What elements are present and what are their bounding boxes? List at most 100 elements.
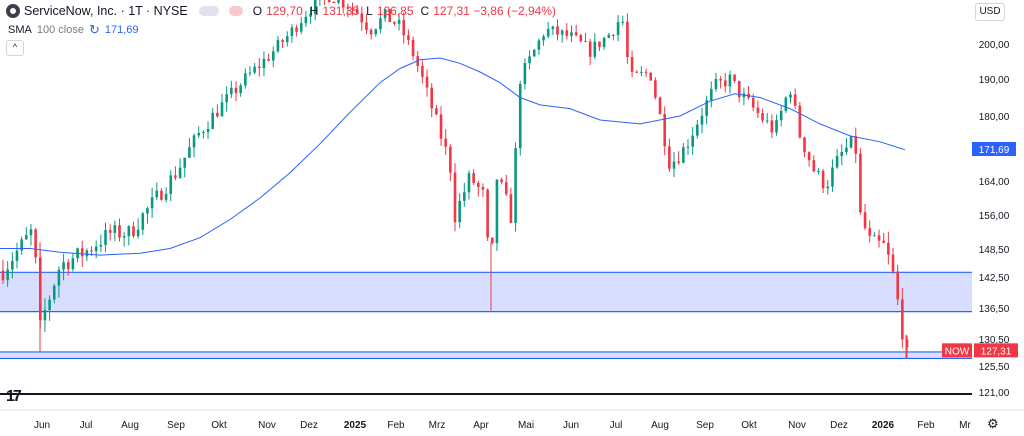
candle-body	[495, 179, 499, 244]
symbol-header: ServiceNow, Inc. · 1T · NYSE O 129,70 H 13…	[6, 4, 556, 18]
candle-body	[807, 152, 811, 161]
candle-body	[341, 0, 345, 8]
candle-body	[360, 13, 364, 23]
high-value: 131,35	[322, 4, 360, 18]
refresh-icon[interactable]: ↻	[88, 22, 100, 37]
symbol-tag	[942, 343, 972, 358]
currency-selector[interactable]: USD	[975, 3, 1005, 21]
time-tick-label: Nov	[258, 420, 276, 431]
candle-body	[723, 80, 727, 87]
symbol-title[interactable]: ServiceNow, Inc. · 1T · NYSE	[24, 4, 188, 18]
candle-body	[313, 0, 317, 14]
candle-body	[94, 246, 98, 252]
tradingview-logo-icon[interactable]: 17	[6, 388, 22, 405]
time-tick-label: Dez	[300, 420, 318, 431]
collapse-legend-button[interactable]: ^	[6, 40, 24, 56]
candle-body	[383, 9, 387, 19]
candle-body	[24, 235, 28, 240]
candle-body	[253, 66, 256, 73]
candle-body	[402, 19, 406, 36]
candle-body	[136, 229, 140, 237]
candle-body	[476, 183, 480, 187]
candle-body	[169, 175, 173, 194]
candle-body	[849, 136, 853, 148]
low-value: 126,85	[376, 4, 414, 18]
candle-body	[374, 29, 378, 35]
candle-body	[789, 94, 792, 98]
candle-body	[99, 244, 103, 247]
support-zone[interactable]	[0, 351, 972, 359]
candle-body	[467, 173, 471, 193]
time-tick-label: Jun	[563, 420, 579, 431]
candle-body	[425, 76, 429, 88]
candle-body	[518, 84, 522, 149]
candle-body	[868, 228, 872, 236]
time-tick-label: Okt	[211, 420, 227, 431]
support-zone[interactable]	[0, 272, 972, 312]
candle-body	[146, 208, 149, 214]
candle-body	[793, 94, 797, 106]
candle-body	[225, 94, 228, 103]
settings-gear-icon[interactable]: ⚙	[987, 416, 999, 431]
candle-body	[15, 250, 19, 261]
candle-body	[845, 147, 848, 153]
candle-body	[565, 30, 569, 36]
time-tick-label: Feb	[387, 420, 405, 431]
candle-body	[43, 310, 47, 321]
price-axis[interactable]: 200,00 190,00 180,00 171,69 164,00 156,00 148,…	[942, 40, 1018, 399]
time-tick-label: Dez	[830, 420, 848, 431]
candle-body	[593, 41, 597, 57]
candle-body	[765, 120, 769, 122]
candle-body	[397, 19, 401, 24]
candle-body	[831, 167, 834, 187]
candle-body	[34, 229, 37, 258]
indicator-legend[interactable]: SMA 100 close ↻ 171,69	[8, 22, 139, 38]
candle-body	[700, 115, 704, 125]
candle-body	[663, 114, 666, 147]
time-axis[interactable]: Jun Jul Aug Sep Okt Nov Dez 2025 Feb Mrz Apr Mai Jun…	[34, 420, 972, 431]
candle-body	[309, 13, 312, 17]
candle-body	[421, 65, 424, 77]
candle-body	[537, 40, 541, 50]
candle-body	[835, 155, 839, 168]
candle-body	[859, 153, 862, 213]
time-tick-label: 2025	[344, 420, 367, 431]
candle-body	[635, 71, 639, 73]
candle-body	[132, 226, 135, 237]
time-tick-label: Mr	[959, 420, 971, 431]
candle-body	[29, 229, 33, 236]
candle-body	[509, 194, 513, 223]
candle-body	[873, 235, 876, 237]
candle-body	[854, 136, 858, 154]
last-price-label: 127,31	[981, 346, 1012, 357]
candle-body	[560, 30, 564, 35]
market-status-icon	[198, 6, 219, 16]
price-tick-label: 200,00	[979, 40, 1010, 51]
price-tick-label: 190,00	[979, 75, 1010, 86]
last-price-tag	[974, 343, 1018, 358]
candle-body	[654, 80, 657, 98]
time-tick-label: Apr	[473, 420, 489, 431]
candle-body	[6, 269, 9, 281]
data-delay-icon	[228, 6, 243, 16]
candle-body	[379, 18, 382, 30]
candle-body	[621, 21, 625, 23]
time-tick-label: Aug	[651, 420, 669, 431]
candle-body	[630, 57, 634, 72]
candle-body	[546, 29, 550, 37]
candle-body	[248, 72, 252, 74]
candle-body	[458, 200, 461, 223]
candle-body	[705, 100, 708, 116]
candle-body	[714, 78, 718, 89]
candle-body	[174, 175, 177, 178]
candle-body	[1, 270, 5, 281]
price-tick-label: 142,50	[979, 273, 1010, 284]
sma-line	[0, 57, 906, 256]
candle-body	[234, 87, 238, 93]
candle-body	[891, 254, 895, 272]
sma-price-label: 171,69	[979, 145, 1010, 156]
candle-body	[52, 285, 56, 300]
candle-body	[141, 213, 145, 230]
close-label: C	[420, 4, 430, 18]
